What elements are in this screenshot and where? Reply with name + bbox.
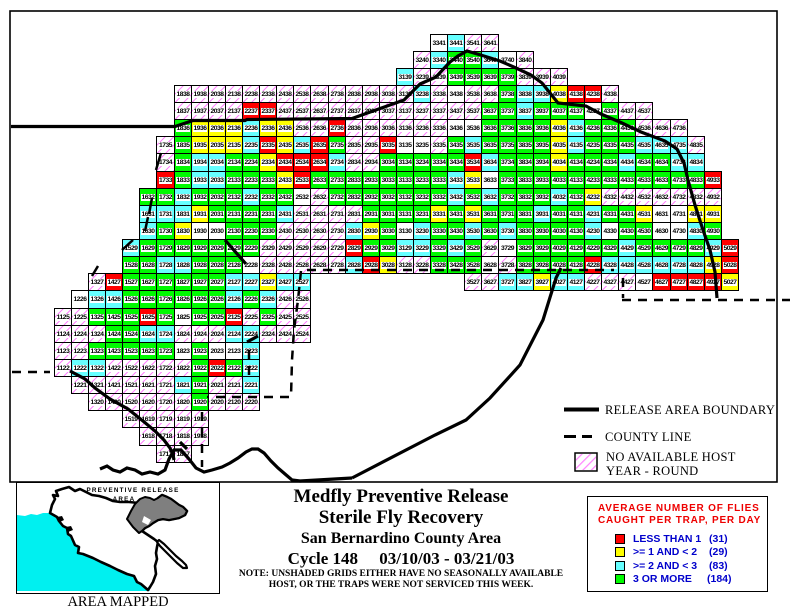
svg-text:AREA: AREA <box>113 496 136 503</box>
svg-text:PREVENTIVE RELEASE: PREVENTIVE RELEASE <box>87 487 180 494</box>
